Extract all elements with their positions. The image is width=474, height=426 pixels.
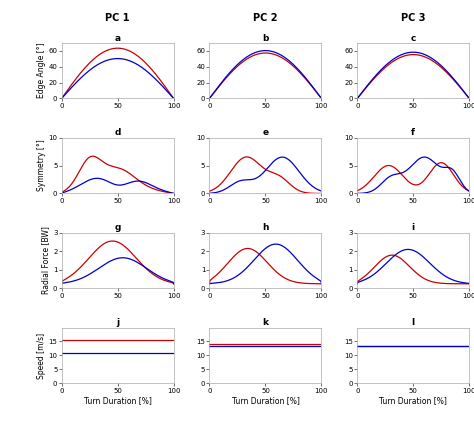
X-axis label: Turn Duration [%]: Turn Duration [%] [84,396,152,406]
Y-axis label: Speed [m/s]: Speed [m/s] [36,332,46,379]
Y-axis label: Edge Angle [°]: Edge Angle [°] [36,43,46,98]
Title: c: c [410,34,416,43]
Title: k: k [263,319,268,328]
Title: h: h [262,224,269,233]
Title: f: f [411,129,415,138]
Y-axis label: Symmetry [°]: Symmetry [°] [36,140,46,191]
Y-axis label: Radial Force [BW]: Radial Force [BW] [41,227,50,294]
X-axis label: Turn Duration [%]: Turn Duration [%] [379,396,447,406]
Text: PC 1: PC 1 [105,14,130,23]
Title: e: e [263,129,268,138]
Title: i: i [412,224,415,233]
X-axis label: Turn Duration [%]: Turn Duration [%] [231,396,300,406]
Title: g: g [114,224,121,233]
Text: PC 2: PC 2 [253,14,278,23]
Title: b: b [262,34,269,43]
Title: l: l [412,319,415,328]
Title: j: j [116,319,119,328]
Text: PC 3: PC 3 [401,14,426,23]
Title: a: a [115,34,121,43]
Title: d: d [114,129,121,138]
